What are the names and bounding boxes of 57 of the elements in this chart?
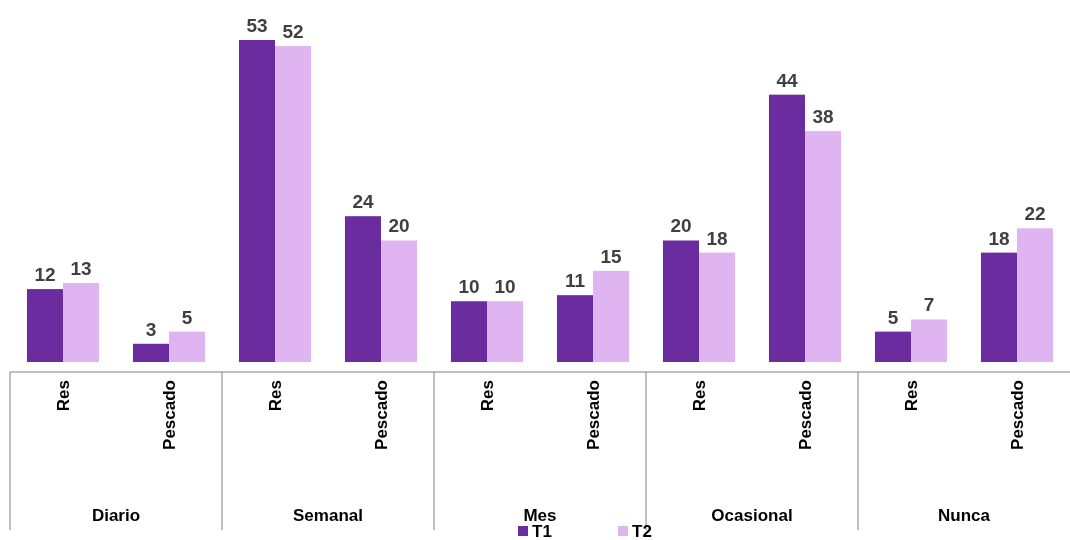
data-label: 38 — [812, 106, 834, 128]
bar — [238, 40, 275, 362]
text: Mes — [523, 506, 557, 525]
text: Diario — [91, 506, 141, 525]
x-tick-label: Pescado — [1008, 380, 1027, 450]
x-tick-label: Pescado — [796, 380, 815, 450]
bar — [169, 331, 206, 362]
data-label: 5 — [887, 306, 899, 328]
bar — [63, 283, 100, 362]
text: Ocasional — [711, 506, 793, 525]
bar — [662, 240, 699, 362]
text: Semanal — [293, 506, 363, 525]
data-label: 5 — [181, 306, 193, 328]
x-tick-label: Res — [690, 380, 709, 412]
bar — [874, 331, 911, 362]
x-tick-label: Res — [478, 380, 497, 412]
data-label: 3 — [145, 318, 157, 340]
data-label: 18 — [988, 227, 1010, 249]
data-label: 10 — [458, 276, 480, 298]
bar — [1017, 228, 1054, 362]
x-tick-label: Pescado — [372, 380, 391, 450]
bar — [26, 289, 63, 362]
bar — [911, 319, 948, 362]
bar — [556, 295, 593, 362]
data-label: 44 — [776, 69, 798, 91]
data-label: 11 — [564, 270, 586, 292]
bar — [132, 343, 169, 362]
x-tick-label: Res — [902, 380, 921, 412]
bar — [344, 216, 381, 362]
bar — [980, 252, 1017, 362]
legend-label: T2 — [632, 522, 652, 540]
bar — [805, 131, 842, 362]
data-label: 15 — [600, 245, 623, 267]
bar — [487, 301, 524, 362]
data-label: 18 — [706, 227, 728, 249]
data-label: 12 — [34, 264, 56, 286]
legend-label: T1 — [532, 522, 552, 540]
x-tick-label: Pescado — [160, 380, 179, 450]
data-label: 10 — [494, 276, 516, 298]
text: Nunca — [938, 506, 991, 525]
data-label: 7 — [923, 294, 935, 316]
data-label: 20 — [670, 215, 692, 237]
data-label: 13 — [70, 258, 92, 280]
x-tick-label: Pescado — [584, 380, 603, 450]
data-label: 53 — [246, 15, 268, 36]
bar — [275, 46, 312, 362]
x-tick-label: Res — [54, 380, 73, 412]
bar — [381, 240, 418, 362]
data-label: 24 — [352, 191, 374, 213]
x-tick-label: Res — [266, 380, 285, 412]
data-label: 52 — [282, 21, 304, 43]
data-label: 20 — [388, 215, 410, 237]
bar — [699, 252, 736, 362]
data-label: 22 — [1024, 203, 1046, 225]
bar — [450, 301, 487, 362]
bar — [768, 94, 805, 362]
bar — [593, 270, 630, 362]
